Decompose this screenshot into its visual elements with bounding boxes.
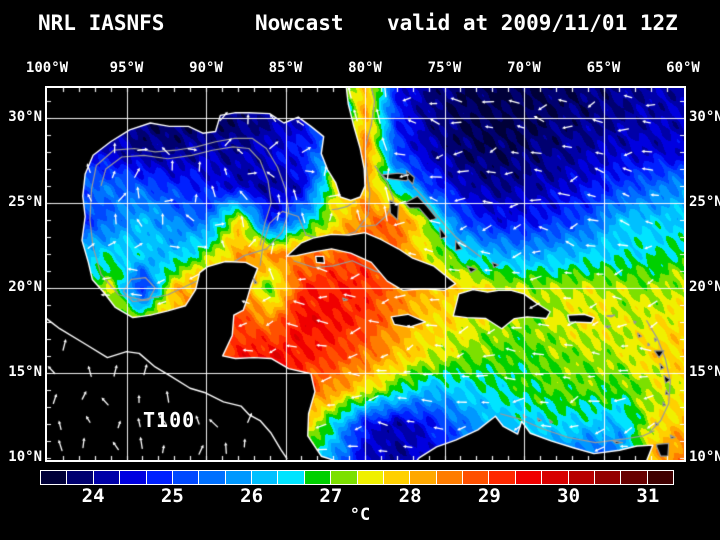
colorbar-tick-label: 28 [398, 485, 422, 507]
lat-tick-label-right: 20°N [689, 278, 720, 295]
lon-tick-label: 90°W [189, 60, 223, 76]
colorbar-cell [594, 471, 621, 484]
colorbar-cell [225, 471, 251, 484]
colorbar-cell [489, 471, 515, 484]
colorbar-cell [515, 471, 542, 484]
colorbar-cell [410, 471, 436, 484]
colorbar-cell [93, 471, 120, 484]
lon-tick-label: 100°W [25, 60, 69, 76]
lon-tick-label: 70°W [507, 60, 541, 76]
valid-time: valid at 2009/11/01 12Z [387, 11, 678, 35]
product-name: Nowcast [255, 11, 344, 35]
colorbar-cell [278, 471, 304, 484]
colorbar-tick-label: 29 [477, 485, 501, 507]
lon-tick-label: 75°W [427, 60, 462, 76]
colorbar-cell [41, 471, 67, 484]
colorbar-cell [621, 471, 647, 484]
lon-tick-label: 60°W [666, 60, 700, 76]
lat-tick-label-left: 30°N [8, 108, 42, 125]
colorbar-cell [120, 471, 146, 484]
map-frame: T100 [45, 86, 686, 462]
colorbar-cell [647, 471, 673, 484]
lat-tick-label-left: 15°N [8, 363, 42, 380]
lat-tick-label-left: 25°N [8, 193, 42, 210]
colorbar-tick-label: 26 [240, 485, 264, 507]
colorbar-cell [252, 471, 278, 484]
lat-tick-label-left: 20°N [8, 278, 42, 295]
lat-tick-label-right: 15°N [689, 363, 720, 380]
lon-tick-label: 80°W [348, 60, 382, 76]
colorbar-unit: °C [349, 505, 371, 525]
lat-tick-label-right: 25°N [689, 193, 720, 210]
lon-tick-label: 85°W [268, 60, 303, 76]
colorbar-cell [304, 471, 331, 484]
colorbar [40, 470, 674, 485]
colorbar-cell [199, 471, 225, 484]
colorbar-cell [331, 471, 357, 484]
colorbar-tick-label: 25 [160, 485, 184, 507]
colorbar-cell [383, 471, 410, 484]
colorbar-cell [146, 471, 172, 484]
colorbar-cell [463, 471, 489, 484]
model-name: NRL IASNFS [38, 11, 165, 35]
colorbar-cell [357, 471, 383, 484]
colorbar-cell [542, 471, 568, 484]
colorbar-tick-label: 31 [636, 485, 660, 507]
depth-label: T100 [143, 408, 196, 432]
temperature-map-canvas [47, 88, 684, 460]
colorbar-cell [67, 471, 93, 484]
colorbar-cell [172, 471, 199, 484]
colorbar-tick-label: 24 [81, 485, 105, 507]
colorbar-tick-label: 27 [319, 485, 343, 507]
lat-tick-label-left: 10°N [8, 448, 42, 465]
colorbar-cell [568, 471, 594, 484]
colorbar-cell [436, 471, 462, 484]
lat-tick-label-right: 30°N [689, 108, 720, 125]
colorbar-tick-label: 30 [557, 485, 581, 507]
lat-tick-label-right: 10°N [689, 448, 720, 465]
lon-tick-label: 65°W [586, 60, 621, 76]
lon-tick-label: 95°W [109, 60, 144, 76]
